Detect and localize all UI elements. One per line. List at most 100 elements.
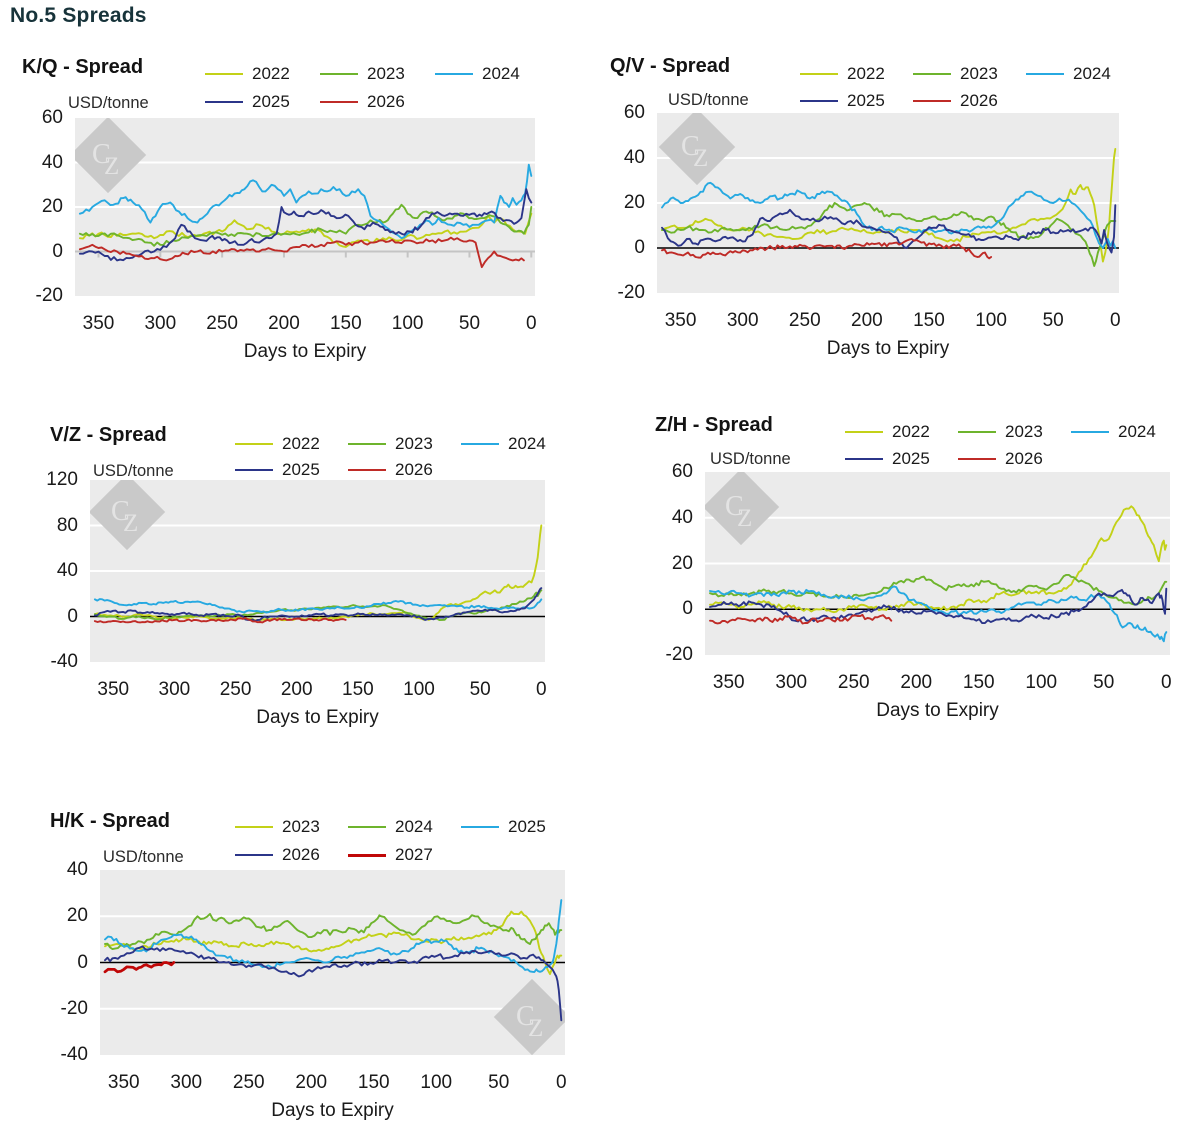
y-tick-label: 40: [66, 859, 88, 880]
y-tick-label: 40: [623, 147, 645, 168]
legend-line-swatch: [845, 431, 883, 433]
legend-item-2022: 2022: [845, 422, 930, 442]
x-tick-label: 0: [1160, 672, 1172, 693]
x-tick-label: 100: [975, 310, 1007, 331]
series-line-2024: [709, 585, 1168, 643]
y-tick-label: -20: [665, 644, 693, 665]
series-line-2026: [104, 945, 563, 1022]
x-tick-label: 200: [851, 310, 883, 331]
chart-title: Q/V - Spread: [610, 55, 731, 77]
x-tick-label: 200: [295, 1072, 328, 1093]
x-tick-label: 150: [342, 679, 374, 700]
series-line-2026: [93, 617, 347, 624]
series-line-2024: [104, 912, 563, 951]
plot-area: CZ: [657, 113, 1119, 293]
legend-item-2024: 2024: [1071, 422, 1156, 442]
x-tick-label: 100: [1025, 672, 1058, 693]
series-line-2022: [709, 505, 1168, 614]
x-axis-label: Days to Expiry: [256, 707, 379, 728]
x-tick-label: 0: [555, 1072, 567, 1093]
x-tick-label: 200: [280, 679, 313, 700]
chart-panel-vz-spread: V/Z - Spread USD/tonne 2022 2023 2024 2025 202…: [30, 408, 590, 745]
y-tick-label: 0: [634, 237, 645, 258]
x-axis-label: Days to Expiry: [243, 341, 367, 362]
legend-label: 2024: [1073, 64, 1111, 83]
legend-item-2022: 2022: [800, 64, 885, 84]
y-tick-label: -20: [60, 997, 88, 1019]
x-tick-label: 250: [219, 679, 252, 700]
y-tick-label: 60: [671, 461, 693, 482]
y-axis-unit-label: USD/tonne: [93, 462, 174, 480]
watermark-letter-c: C: [92, 139, 111, 170]
legend-item-2025: 2025: [800, 91, 885, 111]
chart-title: H/K - Spread: [50, 810, 171, 832]
y-tick-label: 40: [671, 506, 693, 528]
x-axis-label: Days to Expiry: [271, 1100, 394, 1121]
y-tick-label: -20: [35, 285, 63, 306]
legend-label: 2024: [1118, 422, 1156, 441]
legend-line-swatch: [1026, 73, 1064, 75]
series-line-2023: [93, 589, 543, 622]
watermark-cz-logo: CZ: [705, 472, 780, 546]
legend-label: 2024: [482, 64, 520, 83]
watermark-diamond: [658, 113, 736, 186]
legend-line-swatch: [235, 469, 273, 471]
x-tick-label: 100: [420, 1072, 453, 1093]
legend-item-2026: 2026: [235, 845, 320, 865]
chart-title: Z/H - Spread: [655, 414, 773, 436]
x-tick-label: 200: [900, 672, 933, 693]
series-line-2024: [661, 181, 1117, 249]
watermark-letter-c: C: [516, 1001, 535, 1032]
legend-label: 2025: [508, 817, 546, 836]
legend-line-swatch: [348, 826, 386, 828]
legend-item-2022: 2022: [205, 64, 290, 84]
legend-line-swatch: [461, 826, 499, 828]
legend-label: 2022: [252, 64, 290, 83]
legend-item-2023: 2023: [958, 422, 1043, 442]
watermark-diamond: [705, 472, 780, 546]
legend-line-swatch: [800, 100, 838, 102]
legend-label: 2025: [282, 460, 320, 479]
plot-area: CZ: [100, 870, 565, 1055]
y-tick-label: 60: [41, 107, 63, 128]
chart-panel-kq-spread: K/Q - Spread USD/tonne 2022 2023 2024 2025 202…: [0, 40, 590, 372]
legend-item-2026: 2026: [958, 449, 1043, 469]
x-tick-label: 250: [232, 1072, 265, 1093]
legend-line-swatch: [235, 854, 273, 856]
x-tick-label: 200: [268, 313, 300, 334]
legend-item-2024: 2024: [1026, 64, 1111, 84]
legend-label: 2026: [1005, 449, 1043, 468]
legend-line-swatch: [958, 431, 996, 433]
x-tick-label: 350: [97, 679, 130, 700]
y-tick-label: 0: [77, 951, 88, 973]
x-tick-label: 350: [107, 1072, 140, 1093]
legend-line-swatch: [461, 443, 499, 445]
legend-label: 2023: [367, 64, 405, 83]
legend-item-2025: 2025: [205, 92, 290, 112]
series-line-2025: [78, 188, 533, 262]
series-line-2023: [709, 573, 1168, 606]
legend-line-swatch: [348, 469, 386, 471]
x-tick-label: 50: [1042, 310, 1064, 331]
x-tick-label: 300: [158, 679, 191, 700]
x-tick-label: 300: [170, 1072, 203, 1093]
x-tick-label: 0: [525, 313, 537, 334]
legend-label: 2026: [367, 92, 405, 111]
plot-area: CZ: [705, 472, 1170, 655]
legend-line-swatch: [913, 73, 951, 75]
y-tick-label: 80: [56, 514, 78, 536]
x-tick-label: 300: [775, 672, 808, 693]
y-tick-label: -40: [60, 1044, 88, 1065]
y-tick-label: 20: [41, 196, 63, 217]
y-tick-label: 0: [52, 240, 63, 262]
x-tick-label: 0: [536, 679, 547, 700]
legend-item-2023: 2023: [913, 64, 998, 84]
legend-item-2026: 2026: [320, 92, 405, 112]
legend-label: 2023: [960, 64, 998, 83]
x-tick-label: 150: [357, 1072, 390, 1093]
x-tick-label: 150: [329, 313, 362, 334]
series-line-2026: [78, 236, 525, 269]
legend-line-swatch: [205, 101, 243, 103]
x-tick-label: 50: [458, 313, 481, 334]
legend-label: 2023: [1005, 422, 1043, 441]
